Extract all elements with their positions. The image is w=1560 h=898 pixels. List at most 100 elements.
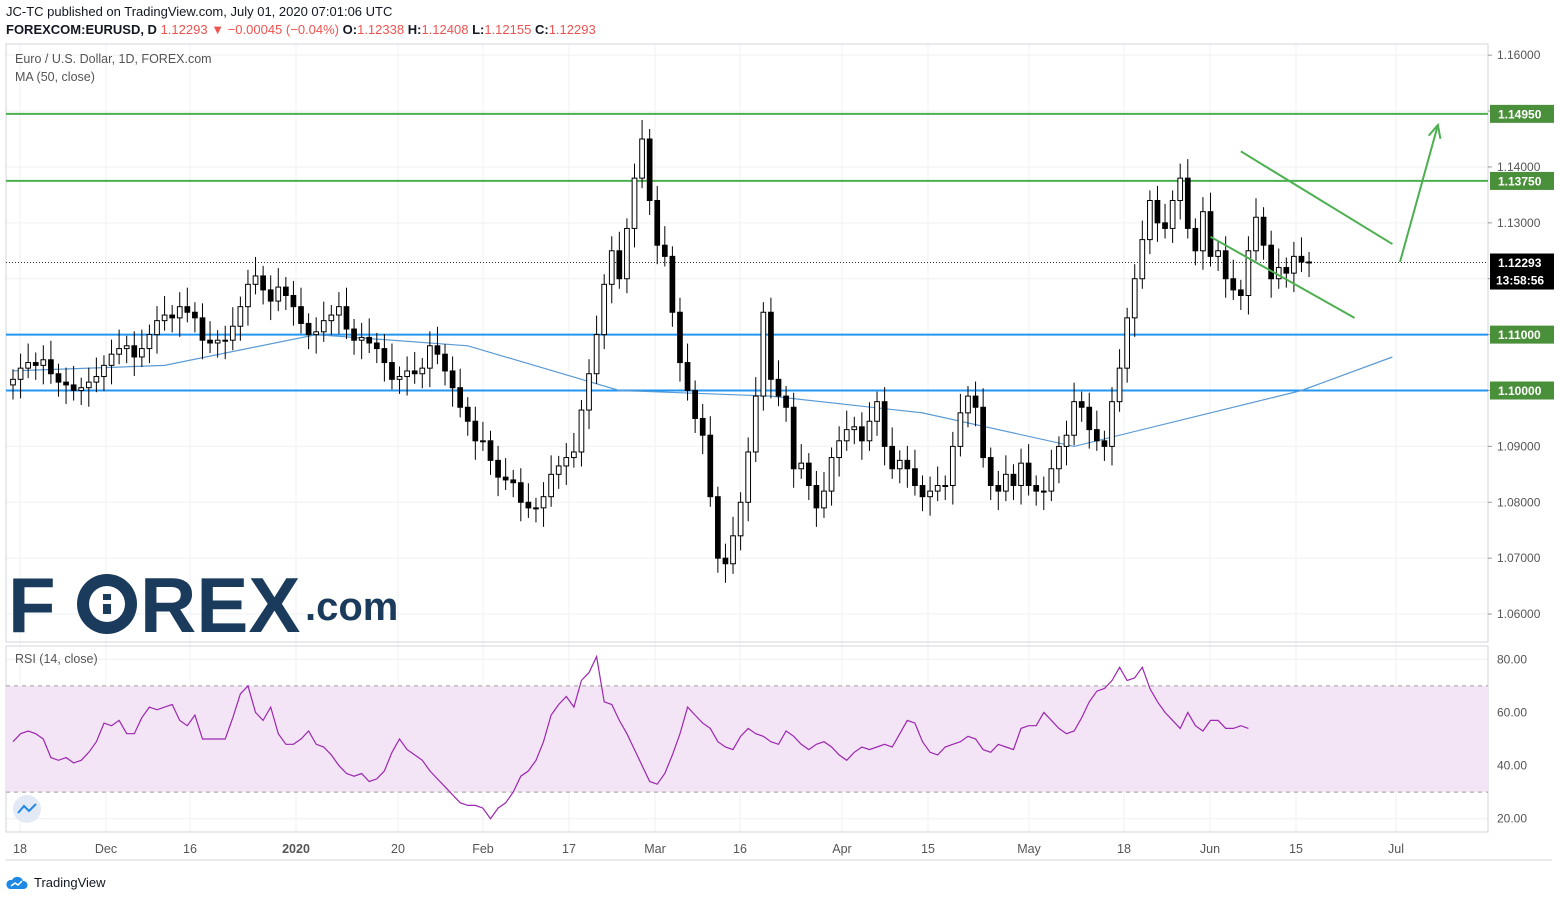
- candle-down[interactable]: [677, 311, 683, 364]
- forecast-arrow-line[interactable]: [1399, 124, 1439, 263]
- candle-down[interactable]: [616, 250, 623, 280]
- candle-down[interactable]: [1230, 278, 1237, 291]
- candle-down[interactable]: [495, 459, 501, 478]
- candle-down[interactable]: [373, 342, 380, 350]
- candle-down[interactable]: [1025, 462, 1032, 487]
- candle-up[interactable]: [1139, 239, 1146, 280]
- candle-down[interactable]: [707, 434, 714, 498]
- candle-up[interactable]: [828, 457, 835, 492]
- candle-up[interactable]: [540, 496, 547, 509]
- candle-up[interactable]: [1071, 401, 1077, 436]
- candle-down[interactable]: [1086, 406, 1093, 431]
- candle-up[interactable]: [1245, 250, 1252, 296]
- candle-up[interactable]: [161, 314, 168, 322]
- candle-down[interactable]: [63, 381, 69, 386]
- candle-up[interactable]: [798, 462, 805, 470]
- candle-up[interactable]: [313, 331, 320, 336]
- rsi-indicator-label[interactable]: RSI (14, close): [15, 652, 98, 666]
- channel-lower-line[interactable]: [1210, 235, 1356, 319]
- candle-up[interactable]: [1291, 255, 1297, 274]
- candle-up[interactable]: [896, 459, 903, 470]
- candle-down[interactable]: [260, 275, 266, 291]
- candle-up[interactable]: [578, 409, 585, 453]
- candle-down[interactable]: [1207, 211, 1214, 257]
- candle-up[interactable]: [760, 311, 767, 397]
- candle-up[interactable]: [229, 325, 236, 341]
- candle-down[interactable]: [1298, 255, 1305, 263]
- candle-up[interactable]: [1253, 216, 1259, 252]
- candle-down[interactable]: [199, 317, 206, 341]
- candle-up[interactable]: [934, 485, 941, 492]
- candlestick-series[interactable]: [10, 120, 1312, 583]
- candle-up[interactable]: [17, 367, 24, 380]
- candle-down[interactable]: [646, 138, 653, 201]
- candle-down[interactable]: [881, 401, 888, 447]
- level-price-badge[interactable]: [1490, 381, 1554, 400]
- candle-up[interactable]: [176, 306, 183, 319]
- candle-down[interactable]: [351, 328, 357, 341]
- candle-down[interactable]: [699, 417, 706, 436]
- candle-up[interactable]: [1116, 367, 1123, 403]
- trend-channel-drawings[interactable]: [1210, 122, 1442, 319]
- candle-up[interactable]: [25, 362, 32, 369]
- candle-up[interactable]: [1200, 211, 1206, 252]
- candle-down[interactable]: [813, 485, 820, 509]
- candle-down[interactable]: [987, 457, 994, 487]
- candle-up[interactable]: [737, 501, 744, 537]
- candle-up[interactable]: [358, 336, 365, 341]
- candle-up[interactable]: [1177, 177, 1184, 201]
- channel-upper-line[interactable]: [1240, 150, 1393, 245]
- candle-down[interactable]: [722, 557, 729, 565]
- candle-down[interactable]: [1162, 222, 1168, 229]
- candle-up[interactable]: [821, 490, 827, 509]
- candle-down[interactable]: [919, 485, 926, 498]
- candle-up[interactable]: [927, 490, 933, 498]
- candle-up[interactable]: [1056, 445, 1062, 470]
- candle-down[interactable]: [1222, 250, 1229, 280]
- candle-down[interactable]: [207, 339, 213, 344]
- candle-down[interactable]: [783, 395, 789, 408]
- candle-down[interactable]: [381, 348, 388, 364]
- candle-down[interactable]: [790, 406, 797, 470]
- candle-down[interactable]: [472, 420, 479, 442]
- candle-down[interactable]: [517, 482, 524, 503]
- candle-down[interactable]: [449, 370, 456, 389]
- candle-down[interactable]: [487, 440, 494, 461]
- time-axis[interactable]: 18 Dec 16 2020 20 Feb 17 Mar 16 Apr 15 May 18 Jun 15 Ju…: [13, 795, 1404, 856]
- candle-up[interactable]: [1109, 401, 1115, 447]
- candle-down[interactable]: [654, 199, 661, 246]
- candle-down[interactable]: [169, 314, 176, 319]
- candle-up[interactable]: [752, 395, 759, 453]
- candle-up[interactable]: [1018, 462, 1024, 487]
- candle-up[interactable]: [328, 314, 335, 322]
- candle-down[interactable]: [502, 476, 509, 481]
- candle-down[interactable]: [442, 353, 448, 372]
- candle-up[interactable]: [1215, 250, 1221, 257]
- candle-up[interactable]: [1131, 278, 1138, 319]
- candle-down[interactable]: [184, 306, 191, 313]
- candle-up[interactable]: [138, 348, 145, 358]
- current-price-badge[interactable]: [1490, 253, 1554, 290]
- candle-up[interactable]: [1048, 468, 1055, 492]
- candle-up[interactable]: [123, 345, 130, 350]
- candle-down[interactable]: [684, 362, 691, 392]
- candle-up[interactable]: [108, 353, 115, 366]
- candle-down[interactable]: [912, 468, 918, 487]
- candle-down[interactable]: [1010, 473, 1017, 487]
- candle-up[interactable]: [624, 227, 630, 280]
- candle-up[interactable]: [275, 286, 282, 302]
- candle-down[interactable]: [1078, 401, 1085, 408]
- candle-down[interactable]: [775, 378, 782, 397]
- candle-down[interactable]: [1101, 440, 1108, 447]
- horizontal-levels[interactable]: [6, 112, 1488, 392]
- candle-down[interactable]: [283, 286, 289, 296]
- candle-up[interactable]: [1124, 317, 1130, 369]
- candle-down[interactable]: [1260, 216, 1267, 246]
- candle-down[interactable]: [305, 322, 312, 336]
- candle-up[interactable]: [843, 429, 850, 442]
- candle-up[interactable]: [548, 473, 554, 498]
- candle-up[interactable]: [427, 345, 433, 369]
- candle-up[interactable]: [851, 426, 858, 431]
- candle-down[interactable]: [661, 244, 668, 257]
